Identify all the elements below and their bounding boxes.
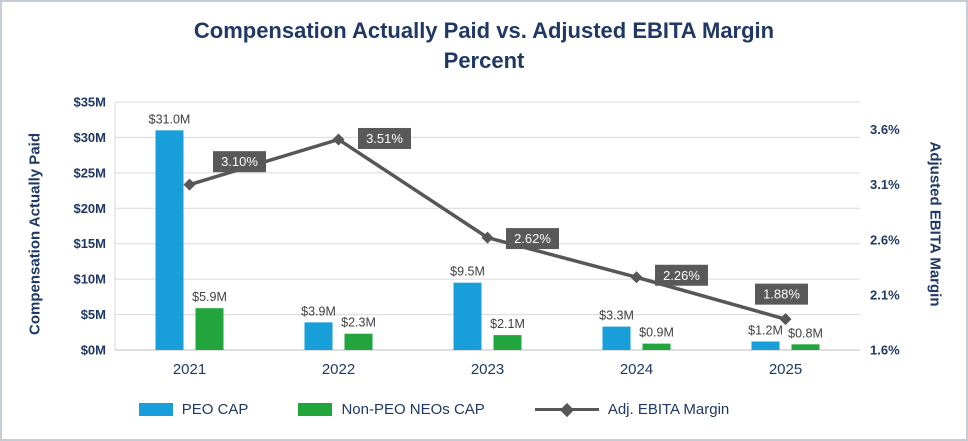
right-axis-tick: 2.6% — [870, 232, 900, 247]
right-axis-tick: 3.1% — [870, 177, 900, 192]
bar-value-label: $0.8M — [788, 326, 823, 340]
bar-value-label: $0.9M — [639, 326, 674, 340]
right-axis-title: Adjusted EBITA Margin — [926, 141, 944, 307]
line-diamond-marker-icon — [332, 133, 345, 146]
legend-item-peo-cap: PEO CAP — [138, 401, 249, 418]
bar-value-label: $31.0M — [149, 112, 191, 126]
chart-title-line1: Compensation Actually Paid vs. Adjusted … — [193, 18, 775, 43]
bar-value-label: $1.2M — [748, 323, 783, 337]
line-diamond-marker-icon — [779, 313, 792, 326]
legend-label-adj-ebita-margin: Adj. EBITA Margin — [607, 401, 730, 418]
x-axis-label: 2023 — [471, 361, 504, 378]
bar-non-peo-neos-cap-2021 — [195, 308, 224, 350]
line-diamond-marker-icon — [183, 178, 196, 191]
bar-non-peo-neos-cap-2025 — [791, 344, 820, 350]
line-diamond-marker-icon — [481, 231, 494, 244]
line-value-label: 3.10% — [221, 154, 258, 169]
line-value-label-box — [358, 127, 411, 149]
bar-non-peo-neos-cap-2024 — [642, 343, 671, 350]
bar-peo-cap-2025 — [751, 341, 780, 350]
legend: PEO CAP Non-PEO NEOs CAP Adj. EBITA Marg… — [2, 401, 966, 418]
left-axis-tick: $15M — [73, 236, 106, 251]
right-axis-tick: 2.1% — [870, 287, 900, 302]
line-value-label-box — [655, 264, 708, 286]
left-axis-tick: $10M — [73, 272, 106, 287]
diamond-marker-icon — [559, 402, 574, 417]
bar-value-label: $9.5M — [450, 265, 485, 279]
bar-peo-cap-2021 — [155, 130, 184, 350]
left-axis-tick: $0M — [81, 343, 106, 358]
left-axis-tick: $35M — [73, 95, 106, 110]
line-diamond-marker-icon — [630, 271, 643, 284]
line-value-label-box — [506, 228, 559, 250]
peo-cap-swatch-icon — [138, 403, 173, 416]
x-axis-label: 2024 — [620, 361, 653, 378]
bar-peo-cap-2022 — [304, 322, 333, 350]
line-value-label: 1.88% — [763, 287, 800, 302]
x-axis-label: 2022 — [322, 361, 355, 378]
legend-item-adj-ebita-margin: Adj. EBITA Margin — [534, 401, 730, 418]
bar-value-label: $2.3M — [341, 316, 376, 330]
legend-label-non-peo-neos-cap: Non-PEO NEOs CAP — [341, 401, 485, 418]
chart-title: Compensation Actually Paid vs. Adjusted … — [2, 16, 966, 75]
adj-ebita-margin-line — [188, 137, 786, 321]
bar-value-label: $3.3M — [599, 309, 634, 323]
bar-value-label: $3.9M — [301, 304, 336, 318]
line-value-label-box — [755, 283, 808, 305]
x-axis-label: 2025 — [769, 361, 802, 378]
line-value-label: 3.51% — [366, 131, 403, 146]
bar-peo-cap-2023 — [453, 282, 482, 350]
right-axis-tick: 3.6% — [870, 122, 900, 137]
left-axis-title: Compensation Actually Paid — [26, 133, 44, 335]
line-value-label: 2.62% — [514, 231, 551, 246]
adj-ebita-margin-line-swatch-icon — [534, 402, 599, 417]
bar-value-label: $2.1M — [490, 317, 525, 331]
line-value-label-box — [213, 151, 266, 173]
left-axis-tick: $30M — [73, 130, 106, 145]
bar-non-peo-neos-cap-2022 — [344, 333, 373, 350]
legend-label-peo-cap: PEO CAP — [181, 401, 249, 418]
bar-non-peo-neos-cap-2023 — [493, 335, 522, 350]
legend-item-non-peo-neos-cap: Non-PEO NEOs CAP — [298, 401, 485, 418]
chart-title-line2: Percent — [443, 47, 525, 73]
line-value-label: 2.26% — [663, 268, 700, 283]
left-axis-tick: $20M — [73, 201, 106, 216]
right-axis-tick: 1.6% — [870, 343, 900, 358]
left-axis-tick: $5M — [81, 307, 106, 322]
bar-value-label: $5.9M — [192, 290, 227, 304]
x-axis-label: 2021 — [173, 361, 206, 378]
left-axis-tick: $25M — [73, 165, 106, 180]
non-peo-neos-cap-swatch-icon — [298, 403, 333, 416]
bar-peo-cap-2024 — [602, 326, 631, 350]
